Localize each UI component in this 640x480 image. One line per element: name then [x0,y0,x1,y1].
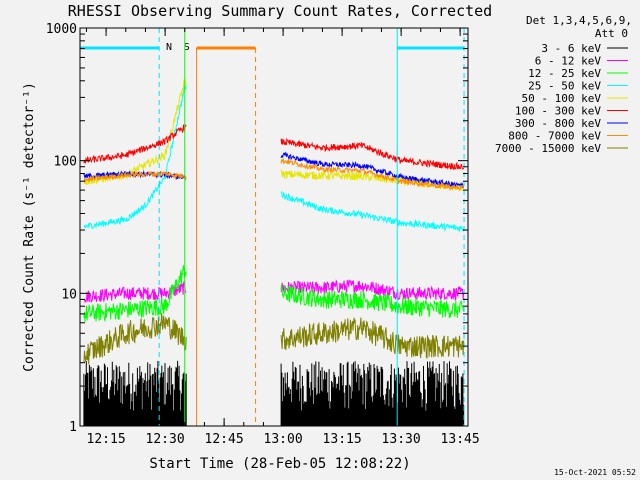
series-7 [83,158,465,192]
series-1-segment-0 [83,281,187,304]
series-3 [83,83,465,233]
x-tick-label-5: 13:30 [382,432,421,447]
series-0-segment-1 [280,361,465,426]
x-tick-label-4: 13:15 [323,432,362,447]
series-3-segment-0 [83,83,187,230]
legend-entry-2: 12 - 25 keV [528,67,601,80]
annotation-S: S [184,42,257,426]
legend-entry-1: 6 - 12 keV [535,55,602,68]
series-5-segment-0 [83,124,187,164]
annotation-S-label: S [184,42,190,53]
annotation-N: N [80,28,465,426]
legend-entry-6: 300 - 800 keV [515,117,601,130]
x-axis-label: Start Time (28-Feb-05 12:08:22) [149,456,410,472]
legend-entry-3: 25 - 50 keV [528,80,601,93]
series-7-segment-0 [83,170,187,183]
annotation-N-label: N [166,42,172,53]
y-tick-label-3: 1000 [46,22,77,37]
y-tick-label-1: 10 [61,287,77,302]
y-tick-label-0: 1 [69,420,77,435]
data-layer [83,77,465,426]
series-2-segment-1 [280,284,465,319]
series-0-segment-0 [83,360,187,426]
x-tick-label-1: 12:30 [146,432,185,447]
plot-frame [79,27,469,427]
series-8 [83,313,465,365]
legend-entry-0: 3 - 6 keV [541,42,601,55]
y-axis-label: Corrected Count Rate (s⁻¹ detector⁻¹) [22,82,37,372]
timestamp: 15-Oct-2021 05:52 [554,468,636,477]
legend-header-line-1: Det 1,3,4,5,6,9, [526,14,632,27]
series-7-segment-1 [280,158,465,192]
series-5-segment-1 [280,137,465,171]
series-0 [83,360,465,426]
x-tick-label-3: 13:00 [264,432,303,447]
legend-entry-7: 800 - 7000 keV [508,130,601,143]
x-tick-label-6: 13:45 [441,432,480,447]
series-1-segment-1 [280,278,465,301]
series-8-segment-0 [83,313,187,365]
legend-entry-5: 100 - 300 keV [515,105,601,118]
series-2-segment-0 [83,265,187,323]
chart-title: RHESSI Observing Summary Count Rates, Co… [68,2,492,20]
series-1 [83,278,465,304]
legend-entry-4: 50 - 100 keV [522,92,602,105]
x-tick-label-0: 12:15 [87,432,126,447]
series-5 [83,124,465,171]
series-2 [83,265,465,323]
series-6-segment-1 [280,151,464,189]
legend-header-line-2: Att 0 [595,27,628,40]
y-tick-label-2: 100 [54,155,77,170]
legend-entry-8: 7000 - 15000 keV [495,142,601,155]
series-8-segment-1 [280,317,465,360]
axis-layer: 12:15 12:30 12:45 13:00 13:15 13:30 13:45 1 10 10… [46,22,480,447]
series-3-segment-1 [280,191,465,233]
x-tick-label-2: 12:45 [205,432,244,447]
